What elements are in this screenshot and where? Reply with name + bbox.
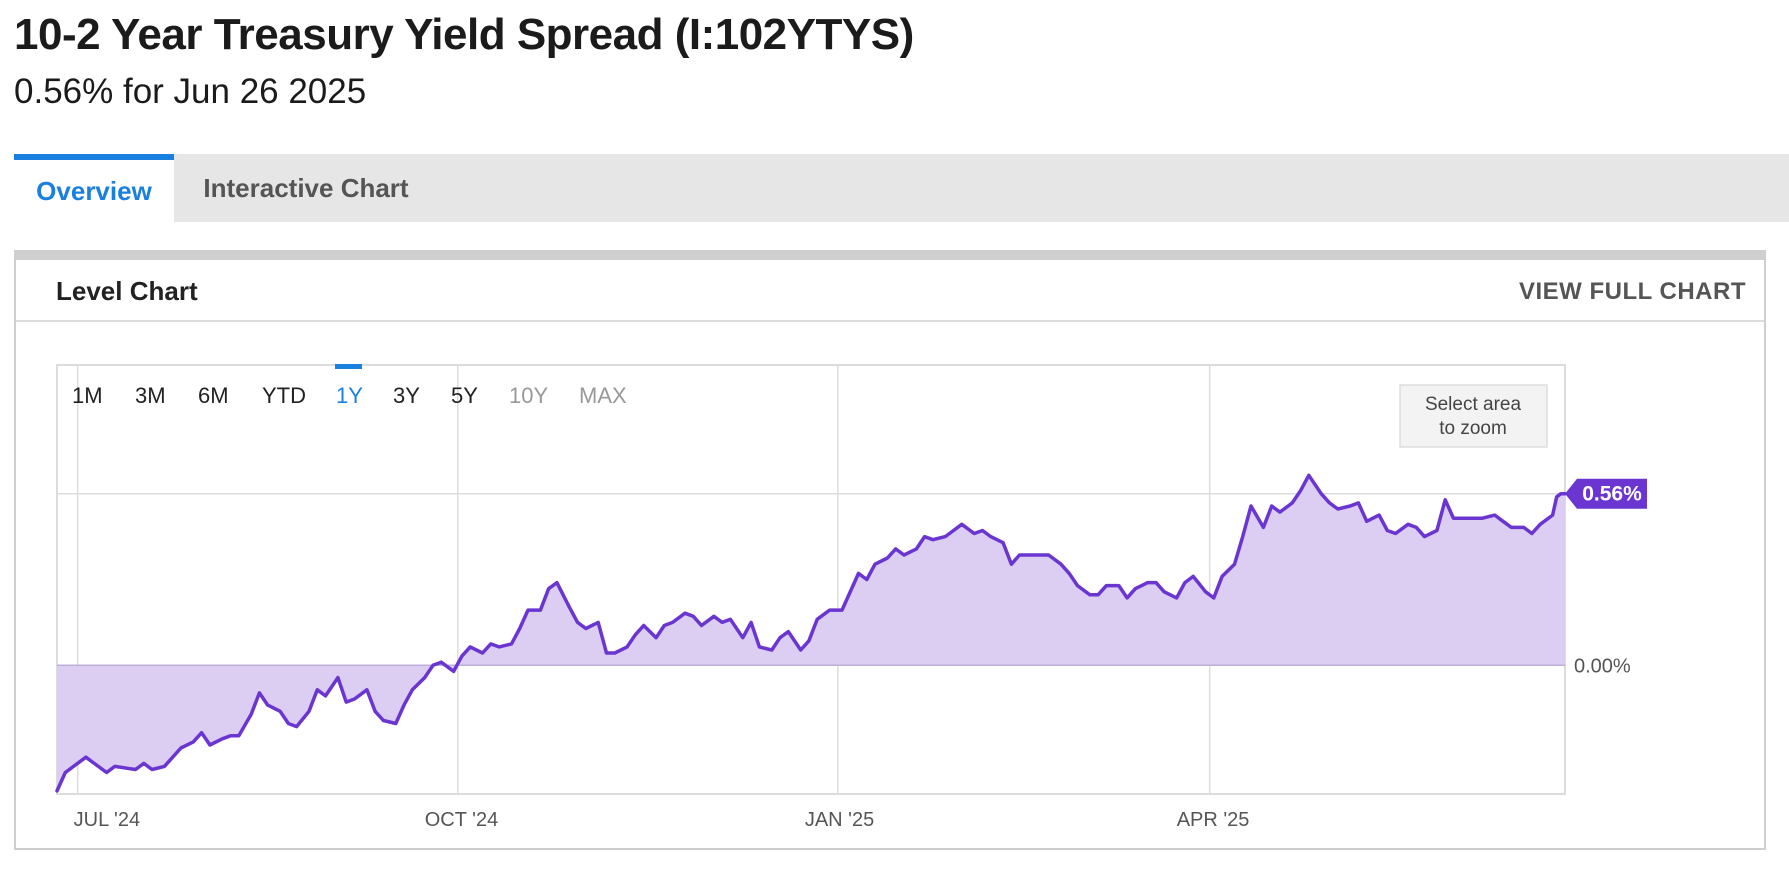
zoom-hint-text: to zoom — [1439, 418, 1507, 439]
x-tick-label: JUL '24 — [74, 809, 140, 831]
tab-bar: Overview Interactive Chart — [14, 154, 1789, 222]
x-tick-label: OCT '24 — [425, 809, 498, 831]
x-tick-label: APR '25 — [1177, 809, 1250, 831]
range-button-max: MAX — [579, 383, 627, 408]
range-button-ytd[interactable]: YTD — [262, 383, 306, 408]
range-button-1y[interactable]: 1Y — [336, 383, 363, 408]
x-tick-label: JAN '25 — [805, 809, 874, 831]
series-area — [57, 475, 1565, 791]
last-value-tag — [1565, 478, 1647, 509]
range-button-3y[interactable]: 3Y — [393, 383, 420, 408]
range-active-indicator — [335, 364, 362, 369]
page-title: 10-2 Year Treasury Yield Spread (I:102YT… — [14, 10, 914, 59]
panel-title: Level Chart — [56, 276, 198, 306]
page-subtitle: 0.56% for Jun 26 2025 — [14, 72, 367, 111]
panel-header: Level Chart VIEW FULL CHART — [16, 260, 1764, 322]
last-value-label: 0.56% — [1582, 483, 1642, 506]
series-line — [55, 473, 1567, 793]
range-button-1m[interactable]: 1M — [72, 383, 103, 408]
range-button-5y[interactable]: 5Y — [451, 383, 478, 408]
tab-overview[interactable]: Overview — [14, 154, 174, 222]
y-tick-label: 0.00% — [1574, 655, 1631, 677]
zoom-hint-box — [1399, 384, 1548, 448]
view-full-chart-link[interactable]: VIEW FULL CHART — [1518, 278, 1746, 305]
zoom-hint-text: Select area — [1425, 394, 1522, 415]
range-button-6m[interactable]: 6M — [198, 383, 229, 408]
range-button-3m[interactable]: 3M — [135, 383, 166, 408]
tab-interactive-chart[interactable]: Interactive Chart — [203, 172, 409, 203]
range-button-10y: 10Y — [509, 383, 548, 408]
